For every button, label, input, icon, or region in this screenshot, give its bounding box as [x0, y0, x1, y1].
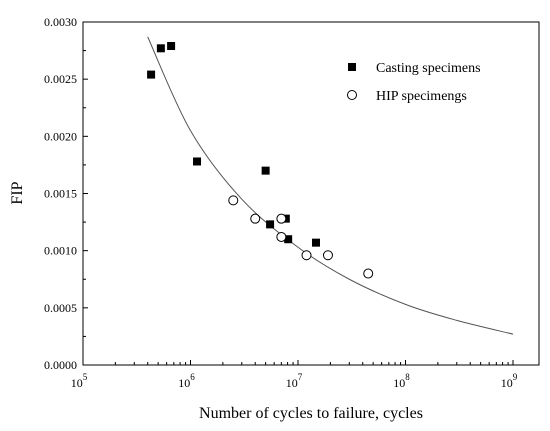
legend: Casting specimens HIP specimengs — [347, 61, 481, 104]
hip-point — [276, 213, 287, 224]
x-axis-title: Number of cycles to failure, cycles — [199, 405, 423, 422]
y-tick-label: 0.0025 — [44, 72, 77, 86]
y-tick-label: 0.0020 — [44, 129, 77, 143]
legend-marker-casting — [348, 63, 356, 71]
hip-point — [322, 250, 333, 261]
legend-label-hip: HIP specimengs — [376, 89, 467, 104]
casting-point — [147, 70, 156, 79]
casting-point — [311, 238, 320, 247]
x-tick-label: 109 — [501, 372, 518, 390]
y-tick-label: 0.0030 — [44, 15, 77, 29]
y-tick-label: 0.0015 — [44, 187, 77, 201]
legend-marker-hip — [347, 90, 357, 100]
hip-point — [301, 250, 312, 261]
casting-point — [284, 235, 293, 244]
data-points — [147, 42, 374, 279]
casting-point — [266, 220, 275, 229]
y-tick-label: 0.0005 — [44, 301, 77, 315]
fit-curve — [147, 36, 514, 335]
x-tick-label: 108 — [393, 372, 410, 390]
y-tick-label: 0.0010 — [44, 244, 77, 258]
hip-point — [363, 268, 374, 279]
legend-label-casting: Casting specimens — [376, 61, 481, 76]
hip-point — [228, 195, 239, 206]
x-tick-label: 107 — [286, 372, 303, 390]
y-tick-label: 0.0000 — [44, 358, 77, 372]
y-axis-title: FIP — [9, 181, 26, 204]
hip-point — [276, 231, 287, 242]
x-tick-label: 106 — [178, 372, 195, 390]
hip-point — [250, 213, 261, 224]
x-tick-label: 105 — [71, 372, 88, 390]
casting-point — [261, 166, 270, 175]
casting-point — [167, 42, 176, 51]
y-axis: 0.0000 0.0005 0.0010 0.0015 0.0020 0.0025 0.00… — [44, 15, 88, 372]
casting-point — [156, 44, 165, 53]
casting-point — [193, 157, 202, 166]
